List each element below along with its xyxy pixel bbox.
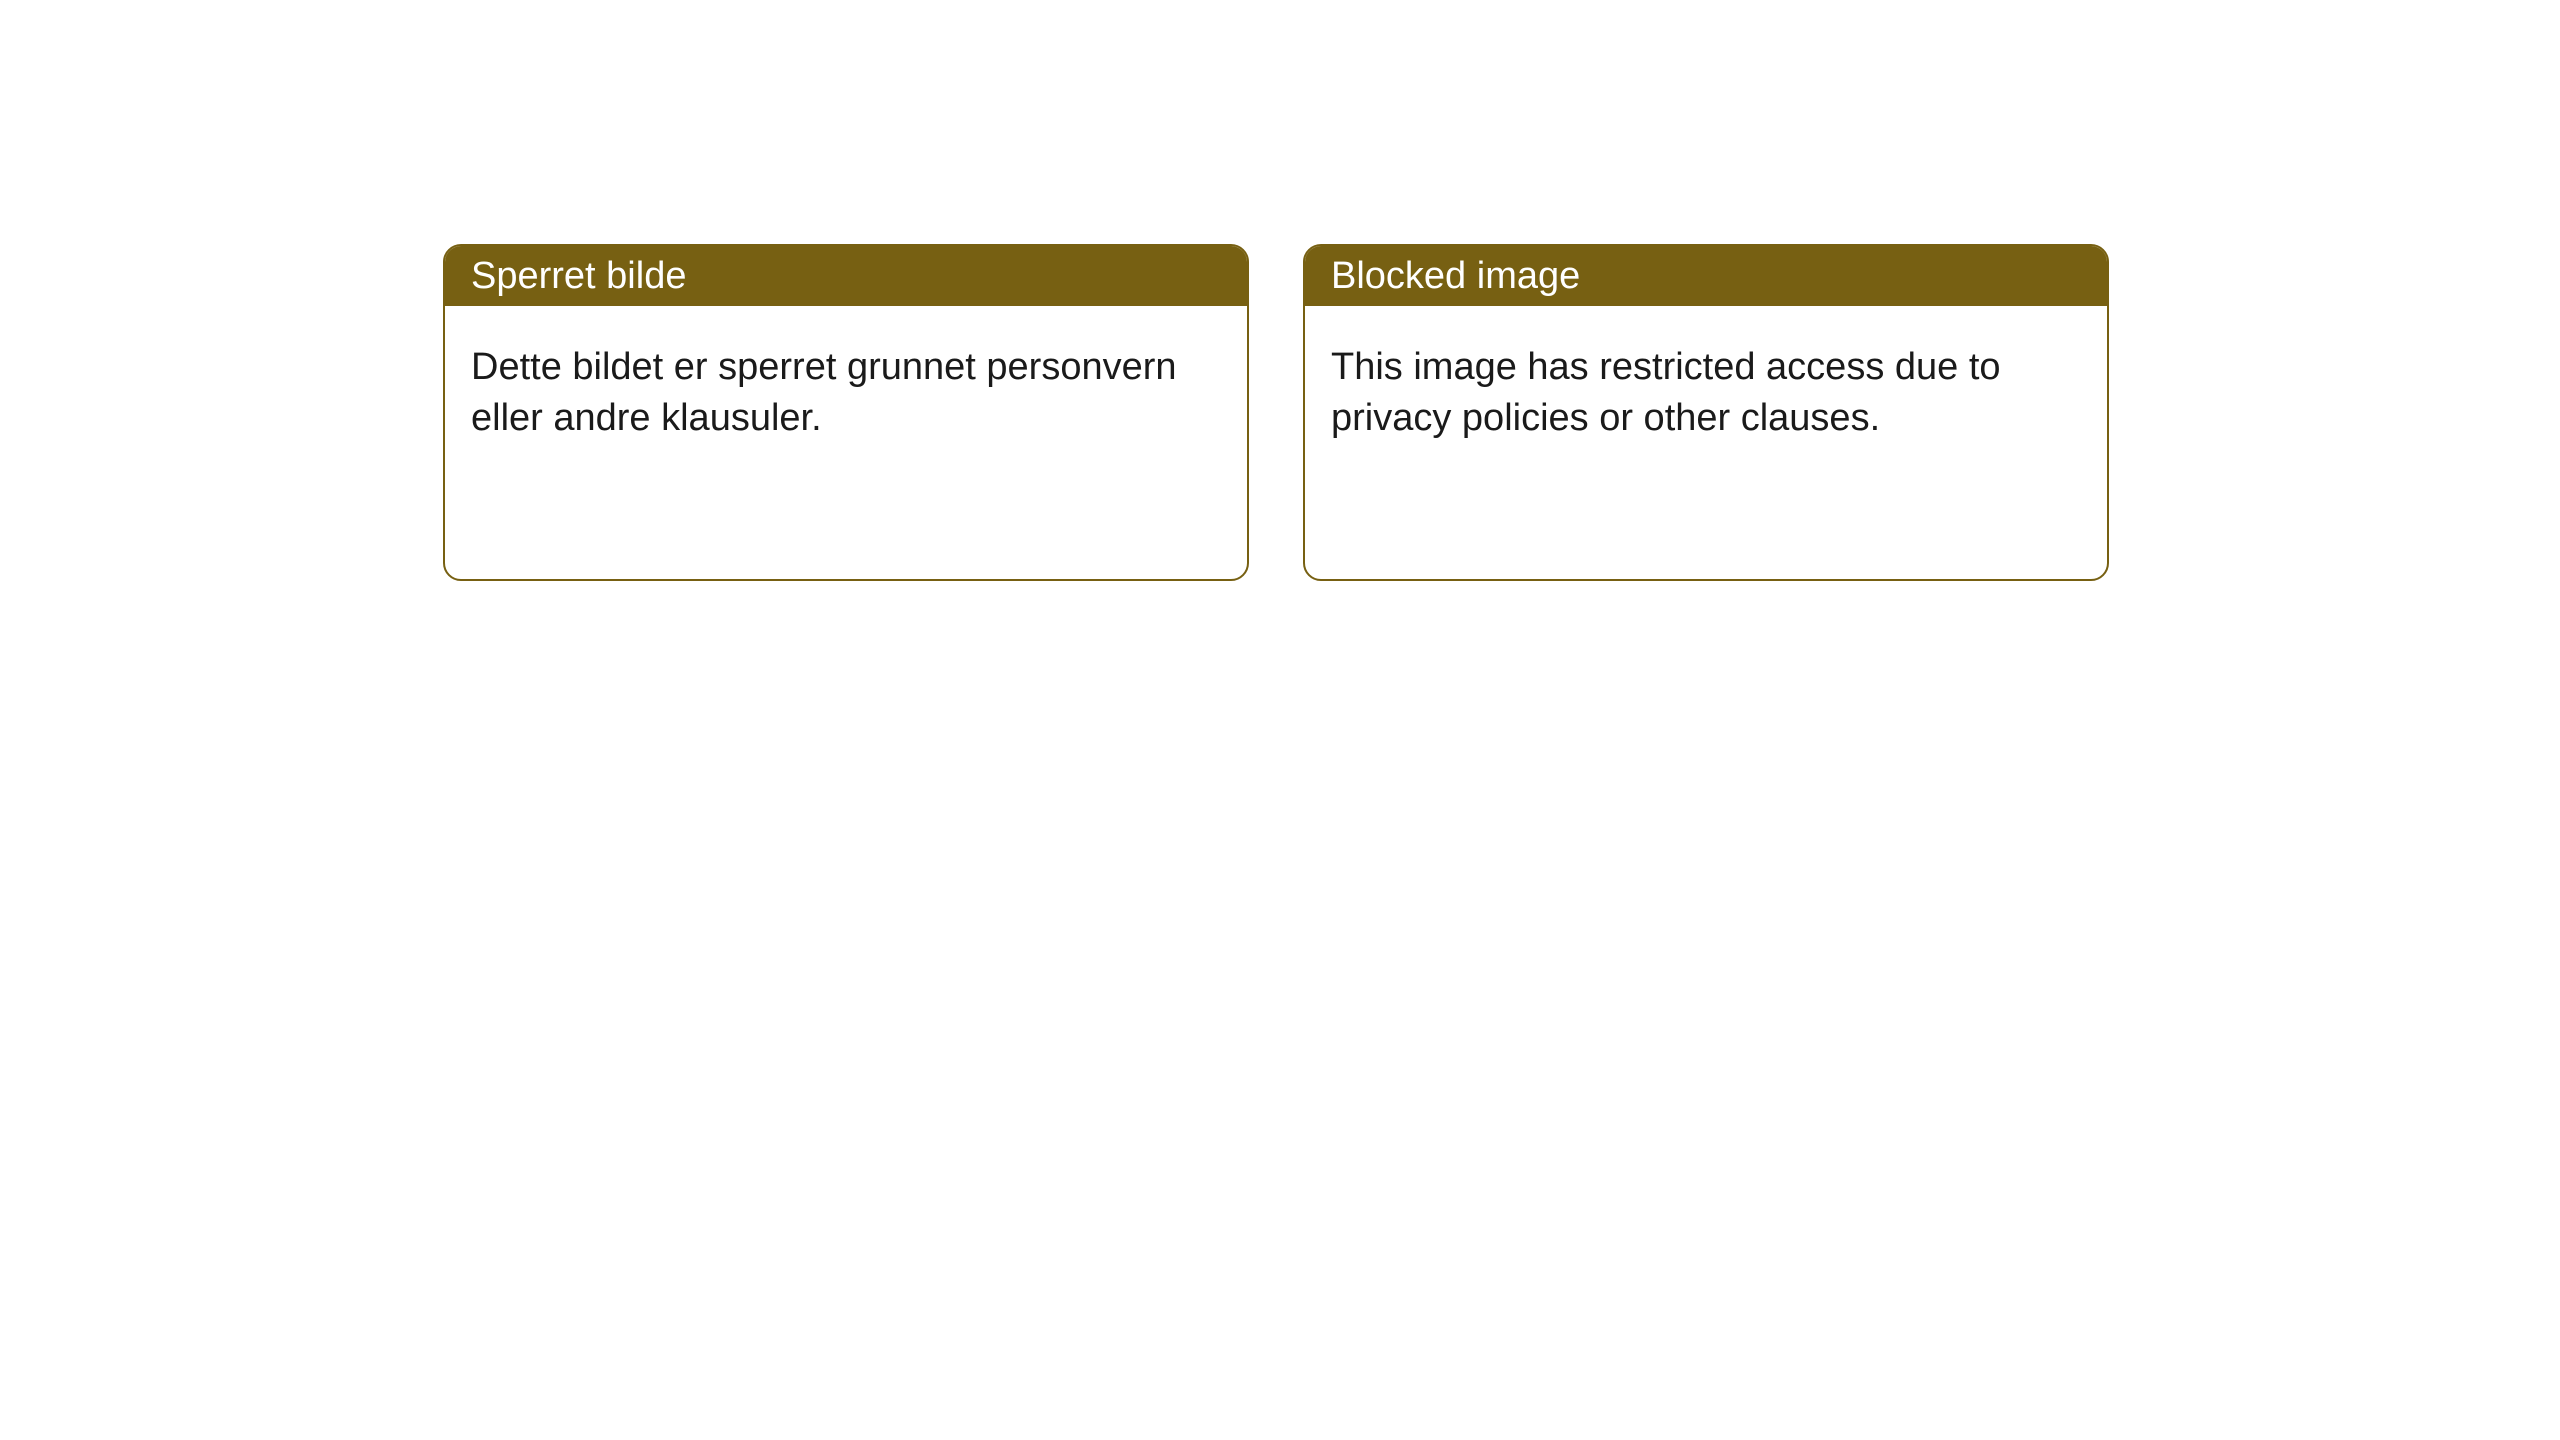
card-title: Sperret bilde — [471, 255, 686, 298]
blocked-card-norwegian: Sperret bilde Dette bildet er sperret gr… — [443, 244, 1249, 581]
card-header: Sperret bilde — [445, 246, 1247, 306]
card-title: Blocked image — [1331, 255, 1580, 298]
blocked-card-english: Blocked image This image has restricted … — [1303, 244, 2109, 581]
card-body-text: This image has restricted access due to … — [1331, 346, 2001, 439]
cards-container: Sperret bilde Dette bildet er sperret gr… — [0, 0, 2560, 581]
card-body: This image has restricted access due to … — [1305, 306, 2107, 481]
card-body: Dette bildet er sperret grunnet personve… — [445, 306, 1247, 481]
card-header: Blocked image — [1305, 246, 2107, 306]
card-body-text: Dette bildet er sperret grunnet personve… — [471, 346, 1177, 439]
